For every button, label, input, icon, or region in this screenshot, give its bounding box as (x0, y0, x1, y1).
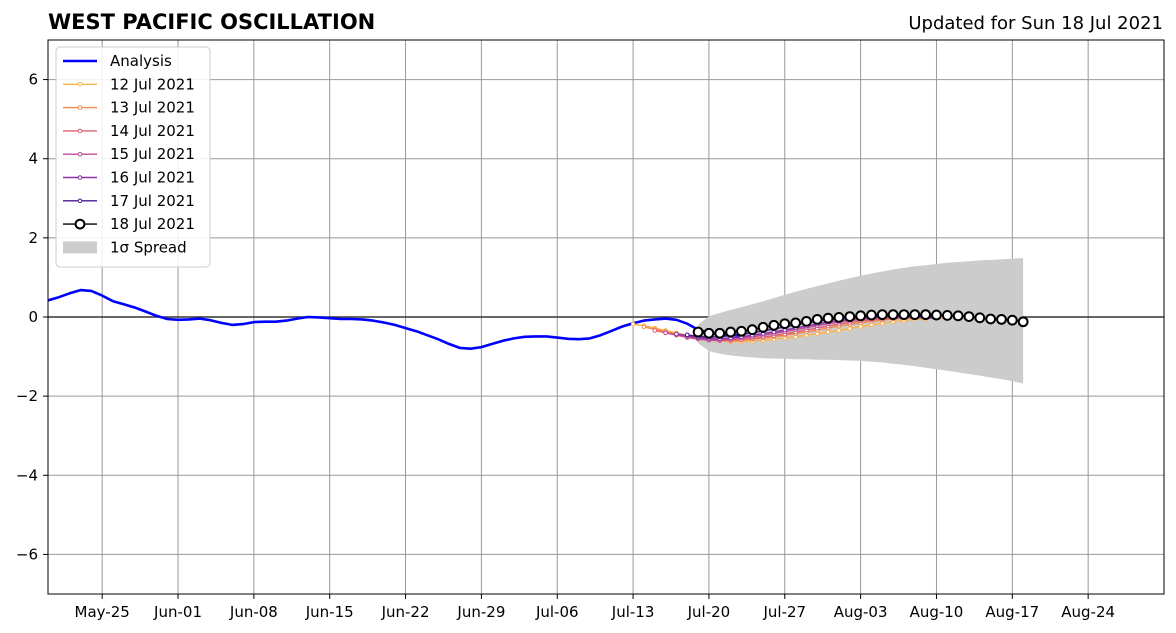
latest-forecast-point (898, 309, 910, 321)
forecast-point (684, 332, 690, 338)
latest-forecast-point (996, 313, 1007, 325)
x-tick-label: May-25 (75, 603, 130, 621)
forecast-point (630, 321, 636, 327)
y-tick-label: −2 (16, 387, 38, 405)
legend-marker (77, 82, 83, 87)
legend-label: 1σ Spread (110, 238, 187, 256)
x-tick-label: Jul-13 (611, 603, 655, 621)
y-tick-label: 4 (28, 150, 38, 168)
updated-label: Updated for Sun 18 Jul 2021 (908, 13, 1163, 34)
latest-forecast-point (974, 312, 986, 324)
legend-label: 15 Jul 2021 (110, 145, 195, 163)
x-tick-label: Jun-01 (153, 603, 202, 621)
x-tick-label: Aug-10 (910, 603, 964, 621)
legend-marker (77, 105, 83, 110)
legend-item: 14 Jul 2021 (63, 122, 195, 140)
analysis-line (47, 288, 742, 351)
forecast-point (663, 330, 668, 336)
x-tick-label: Jun-08 (229, 603, 278, 621)
latest-forecast-point (1017, 316, 1029, 328)
legend-item: 16 Jul 2021 (63, 169, 195, 187)
x-tick-label: Jul-27 (762, 603, 806, 621)
legend-item: 1σ Spread (63, 238, 187, 256)
latest-forecast-point (790, 317, 802, 329)
legend-swatch (63, 241, 97, 254)
forecast-point (641, 324, 647, 330)
forecast-point (836, 328, 842, 333)
latest-forecast-point (822, 312, 834, 324)
latest-forecast-point (941, 310, 953, 321)
x-tick-label: Aug-24 (1061, 603, 1115, 621)
legend-marker (77, 151, 83, 157)
x-tick-label: Aug-17 (985, 603, 1039, 621)
latest-forecast-point (811, 313, 823, 325)
latest-forecast-point (779, 318, 791, 330)
legend-label: 16 Jul 2021 (110, 169, 195, 187)
latest-forecast-point (887, 309, 899, 321)
legend-box (55, 46, 211, 268)
legend-item: 15 Jul 2021 (63, 145, 195, 163)
legend-label: Analysis (110, 52, 172, 70)
legend-label: 12 Jul 2021 (110, 75, 195, 93)
legend-marker (77, 128, 83, 134)
latest-forecast-point (736, 325, 747, 337)
forecast-point (869, 322, 874, 328)
legend-label: 18 Jul 2021 (110, 215, 195, 233)
latest-forecast-point (985, 313, 997, 325)
latest-forecast-point (920, 309, 932, 321)
latest-forecast-point (833, 311, 845, 323)
forecast-point (814, 331, 820, 336)
y-tick-label: 0 (28, 308, 38, 326)
legend-item: Analysis (63, 52, 172, 70)
legend-marker (74, 218, 86, 230)
latest-forecast-point (703, 327, 715, 339)
x-tick-label: Jul-20 (687, 603, 731, 621)
latest-forecast-point (1006, 314, 1018, 326)
latest-forecast-point (746, 324, 758, 336)
latest-forecast-point (692, 326, 704, 338)
plot-area: May-25 Jun-01 Jun-08 Jun-15 Jun-22 Jun-29 Jul-… (16, 39, 1165, 621)
latest-forecast-point (963, 311, 975, 323)
latest-forecast-point (757, 321, 769, 333)
forecast-point (652, 328, 658, 333)
y-tick-label: −4 (16, 466, 38, 484)
x-tick-label: Aug-03 (834, 603, 888, 621)
latest-forecast-point (866, 309, 877, 321)
y-tick-label: −6 (16, 545, 38, 563)
latest-forecast-point (876, 309, 888, 321)
legend-item: 13 Jul 2021 (63, 99, 195, 117)
forecast-point (674, 331, 679, 337)
legend-label: 17 Jul 2021 (110, 192, 195, 210)
x-tick-label: Jun-15 (305, 603, 354, 621)
legend-label: 13 Jul 2021 (110, 99, 195, 117)
latest-forecast-point (855, 310, 867, 322)
latest-forecast-point (801, 315, 812, 327)
latest-forecast-point (844, 311, 856, 323)
chart-title: WEST PACIFIC OSCILLATION (48, 10, 375, 34)
y-tick-label: 2 (28, 229, 38, 247)
latest-forecast-point (725, 326, 737, 338)
latest-forecast-point (714, 327, 726, 339)
latest-forecast-point (909, 309, 921, 321)
latest-forecast-point (768, 319, 780, 331)
forecast-point (847, 326, 853, 331)
legend-item: 17 Jul 2021 (63, 192, 195, 210)
legend-label: 14 Jul 2021 (110, 122, 195, 140)
legend-item: 12 Jul 2021 (63, 75, 195, 93)
y-tick-label: 6 (28, 71, 38, 89)
legend-marker (77, 198, 83, 204)
legend-marker (77, 175, 83, 180)
x-tick-label: Jun-29 (456, 603, 505, 621)
x-tick-label: Jun-22 (381, 603, 430, 621)
forecast-point (825, 329, 831, 335)
latest-forecast-point (931, 309, 942, 321)
latest-forecast-point (952, 310, 964, 322)
legend: Analysis 12 Jul 2021 13 Jul 2021 14 Jul 202… (55, 46, 211, 268)
x-tick-label: Jul-06 (535, 603, 579, 621)
legend-item: 18 Jul 2021 (63, 215, 195, 233)
forecast-point (858, 324, 863, 329)
